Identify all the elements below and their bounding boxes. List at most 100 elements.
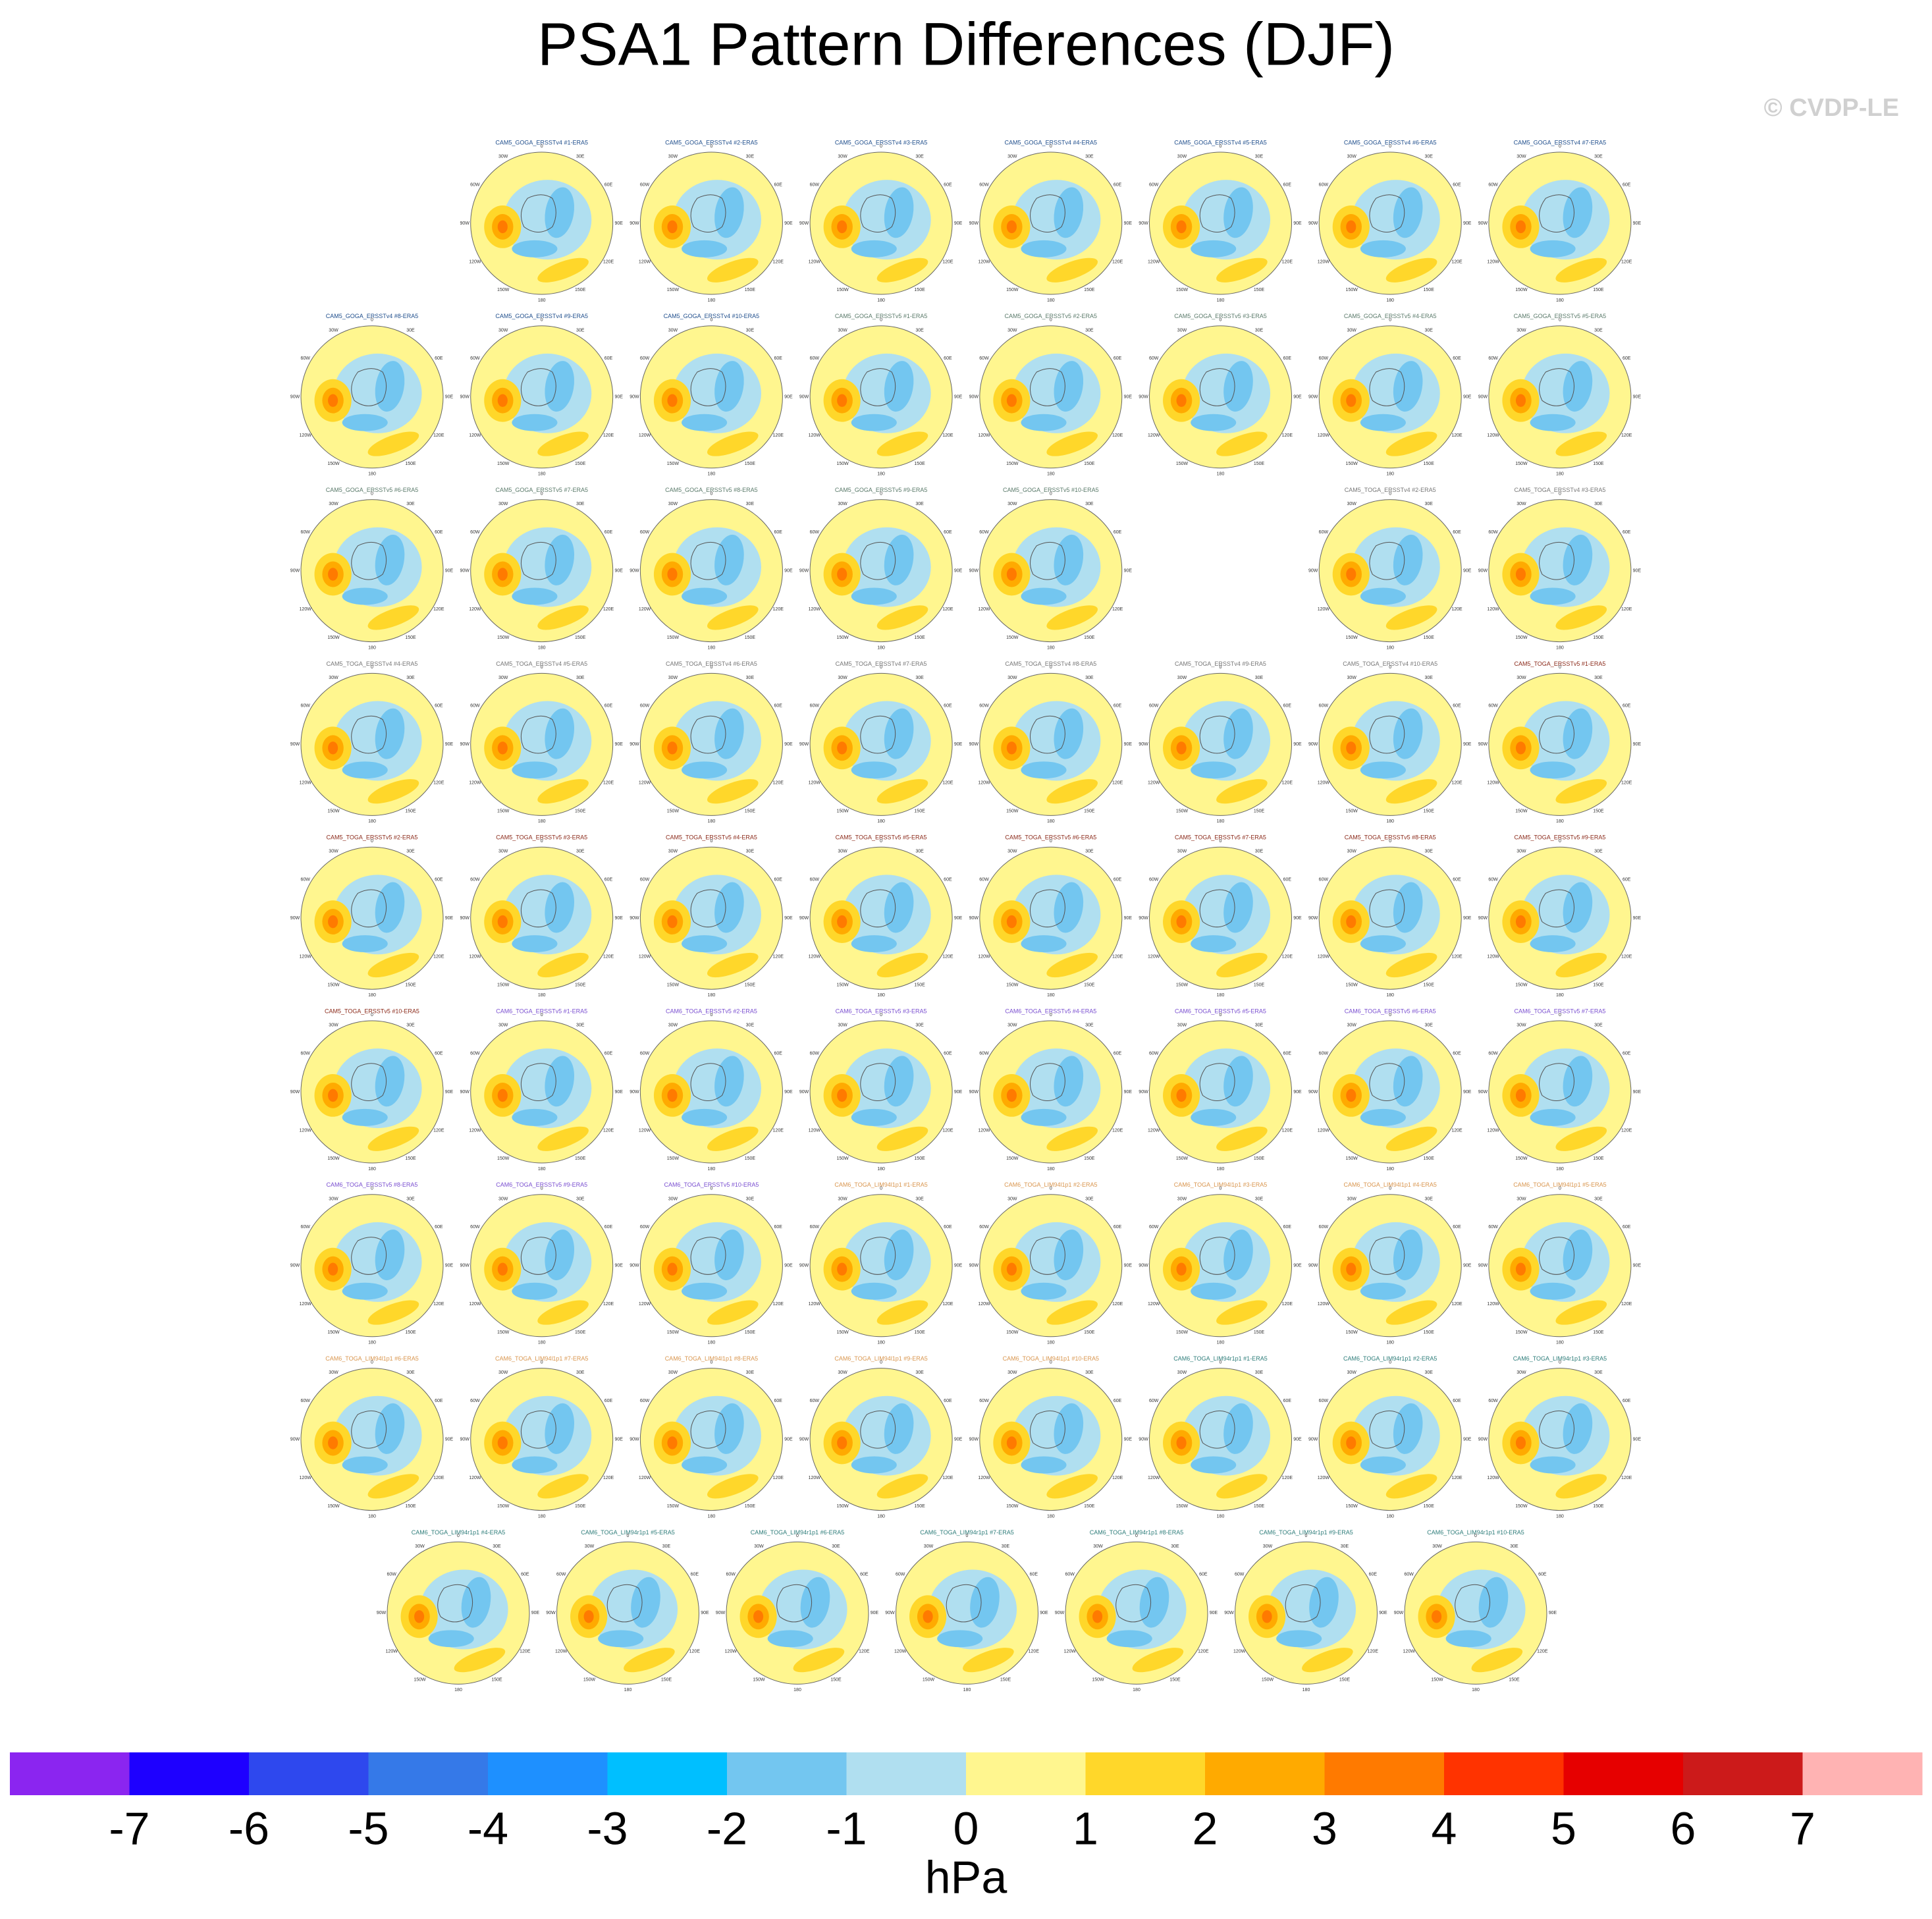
lon-label: 0 xyxy=(710,491,712,496)
lon-label: 120E xyxy=(1537,1650,1548,1654)
lon-label: 120E xyxy=(603,259,614,264)
lon-label: 150W xyxy=(667,983,680,987)
lon-label: 60W xyxy=(979,704,989,709)
lon-label: 120W xyxy=(1487,607,1499,612)
map-field xyxy=(470,325,613,468)
map-panel: CAM5_GOGA_ERSSTv4 #7-ERA5030E60E90E120E1… xyxy=(1478,139,1642,302)
map-outline xyxy=(809,1368,953,1511)
lon-label: 60E xyxy=(1453,1051,1461,1056)
lon-label: 120E xyxy=(773,781,784,786)
lon-label: 150E xyxy=(1254,288,1265,292)
lon-label: 60E xyxy=(774,1399,782,1403)
colorbar-box xyxy=(1085,1752,1206,1795)
map-field xyxy=(1488,1194,1631,1337)
map-pattern xyxy=(851,1108,897,1126)
map-pattern xyxy=(837,915,847,929)
colorbar-box xyxy=(368,1752,489,1795)
lon-label: 0 xyxy=(541,1013,543,1017)
lon-label: 180 xyxy=(1556,472,1564,477)
lon-label: 90W xyxy=(630,221,639,226)
lon-label: 60E xyxy=(435,704,443,709)
map-pattern xyxy=(876,257,928,283)
map-pattern xyxy=(876,1474,928,1499)
lon-label: 0 xyxy=(1559,1013,1561,1017)
coastline xyxy=(860,715,896,754)
lon-label: 180 xyxy=(708,993,716,998)
lon-label: 60E xyxy=(1283,356,1292,361)
map-pattern xyxy=(512,587,558,605)
map-panel: CAM5_GOGA_ERSSTv4 #2-ERA5030E60E90E120E1… xyxy=(630,139,793,302)
lon-label: 150W xyxy=(1515,1504,1528,1509)
map-pattern xyxy=(1309,1577,1339,1628)
panel-title: CAM6_TOGA_LIM94l1p1 #1-ERA5 xyxy=(834,1181,927,1188)
colorbar-box xyxy=(249,1752,369,1795)
map-outline xyxy=(809,672,953,816)
lon-label: 120W xyxy=(1148,1476,1160,1480)
colorbar-tick-label: 2 xyxy=(1193,1802,1218,1854)
lon-label: 150E xyxy=(745,1156,756,1161)
lon-label: 30W xyxy=(1347,155,1356,159)
map-pattern xyxy=(851,935,897,953)
lon-label: 30W xyxy=(668,676,678,680)
map-pattern xyxy=(1046,1300,1098,1325)
lon-label: 90W xyxy=(969,221,979,226)
lon-label: 180 xyxy=(708,472,716,477)
map-pattern xyxy=(328,742,338,755)
lon-label: 60E xyxy=(435,1225,443,1230)
lon-label: 150E xyxy=(405,1504,416,1509)
map-pattern xyxy=(1054,534,1084,585)
panel-title: CAM5_TOGA_ERSSTv4 #6-ERA5 xyxy=(666,661,757,667)
coastline xyxy=(520,1410,556,1449)
lon-label: 120E xyxy=(1621,781,1632,786)
map-outline xyxy=(1488,1020,1632,1164)
lon-label: 30W xyxy=(329,1370,338,1375)
lon-label: 90W xyxy=(290,1264,300,1268)
map-field xyxy=(979,847,1122,990)
lon-label: 120W xyxy=(639,259,651,264)
lon-label: 150W xyxy=(1346,1504,1358,1509)
lon-label: 120W xyxy=(978,1302,990,1307)
map-panel: CAM5_GOGA_ERSSTv5 #9-ERA5030E60E90E120E1… xyxy=(799,487,963,650)
lon-label: 120E xyxy=(1112,607,1123,612)
lon-label: 180 xyxy=(538,1514,546,1519)
lon-label: 180 xyxy=(793,1688,801,1692)
map-pattern xyxy=(884,708,914,759)
map-field xyxy=(1149,1194,1292,1337)
map-pattern xyxy=(1006,915,1017,929)
map-pattern xyxy=(1302,1648,1353,1673)
lon-label: 150W xyxy=(1515,983,1528,987)
lon-label: 60W xyxy=(640,1399,650,1403)
lon-label: 90E xyxy=(954,568,963,573)
lon-label: 30E xyxy=(746,1197,755,1201)
lon-label: 30W xyxy=(329,1197,338,1201)
lon-label: 90W xyxy=(1478,1264,1488,1268)
map-pattern xyxy=(1021,761,1067,779)
lon-label: 120W xyxy=(639,781,651,786)
lon-label: 120W xyxy=(978,1128,990,1133)
panel-title: CAM5_TOGA_ERSSTv4 #8-ERA5 xyxy=(1005,661,1096,667)
map-pattern xyxy=(884,1230,914,1281)
lon-label: 0 xyxy=(371,1187,373,1191)
map-pattern xyxy=(1054,1403,1084,1454)
lon-label: 90W xyxy=(1139,742,1148,747)
map-pattern xyxy=(1223,1230,1253,1281)
map-field xyxy=(1488,673,1631,816)
map-panel: CAM5_GOGA_ERSSTv5 #8-ERA5030E60E90E120E1… xyxy=(630,487,793,650)
map-pattern xyxy=(1346,394,1356,407)
lon-label: 180 xyxy=(1302,1688,1310,1692)
panel-title: CAM6_TOGA_LIM94l1p1 #2-ERA5 xyxy=(1004,1181,1097,1188)
panel-title: CAM5_GOGA_ERSSTv5 #10-ERA5 xyxy=(1003,487,1099,493)
lon-label: 0 xyxy=(1220,318,1222,323)
map-field xyxy=(1319,1194,1462,1337)
lon-label: 120W xyxy=(1487,1476,1499,1480)
lon-label: 0 xyxy=(627,1534,630,1538)
panel-title: CAM5_GOGA_ERSSTv5 #1-ERA5 xyxy=(835,313,928,319)
map-pattern xyxy=(1555,779,1607,804)
lon-label: 120E xyxy=(859,1650,870,1654)
lon-label: 150W xyxy=(1515,1330,1528,1335)
lon-label: 60E xyxy=(1453,878,1461,882)
lon-label: 60W xyxy=(300,356,310,361)
lon-label: 150E xyxy=(1254,462,1265,466)
lon-label: 60W xyxy=(470,182,480,187)
